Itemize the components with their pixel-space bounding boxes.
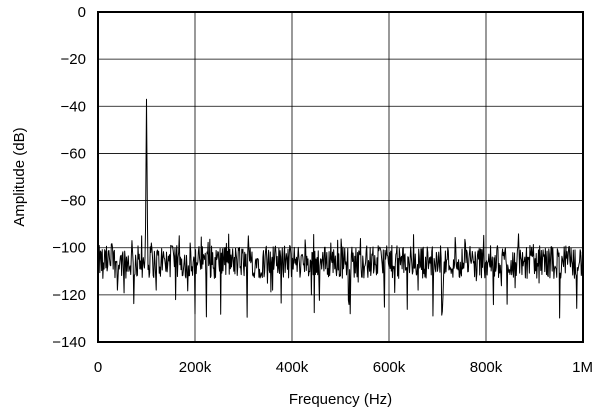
x-tick-label: 600k: [373, 359, 406, 376]
y-tick-label: −20: [61, 51, 86, 68]
y-tick-label: −100: [52, 240, 86, 257]
y-tick-label: −120: [52, 287, 86, 304]
y-tick-label: 0: [78, 4, 86, 21]
y-tick-label: −80: [61, 193, 86, 210]
y-tick-label: −60: [61, 145, 86, 162]
y-tick-label: −40: [61, 98, 86, 115]
y-tick-label: −140: [52, 334, 86, 351]
x-tick-label: 200k: [179, 359, 212, 376]
y-tick-labels: 0 −20 −40 −60 −80 −100 −120 −140: [52, 4, 86, 351]
plot-frame: [97, 11, 584, 343]
spectrum-trace: [97, 98, 584, 319]
x-tick-label: 400k: [276, 359, 309, 376]
x-tick-label: 0: [94, 359, 102, 376]
x-axis-title: Frequency (Hz): [289, 391, 392, 408]
x-tick-labels: 0 200k 400k 600k 800k 1M: [94, 359, 593, 376]
x-tick-label: 1M: [572, 359, 593, 376]
x-tick-label: 800k: [470, 359, 503, 376]
grid-lines: [97, 11, 584, 343]
y-axis-title: Amplitude (dB): [11, 127, 28, 226]
